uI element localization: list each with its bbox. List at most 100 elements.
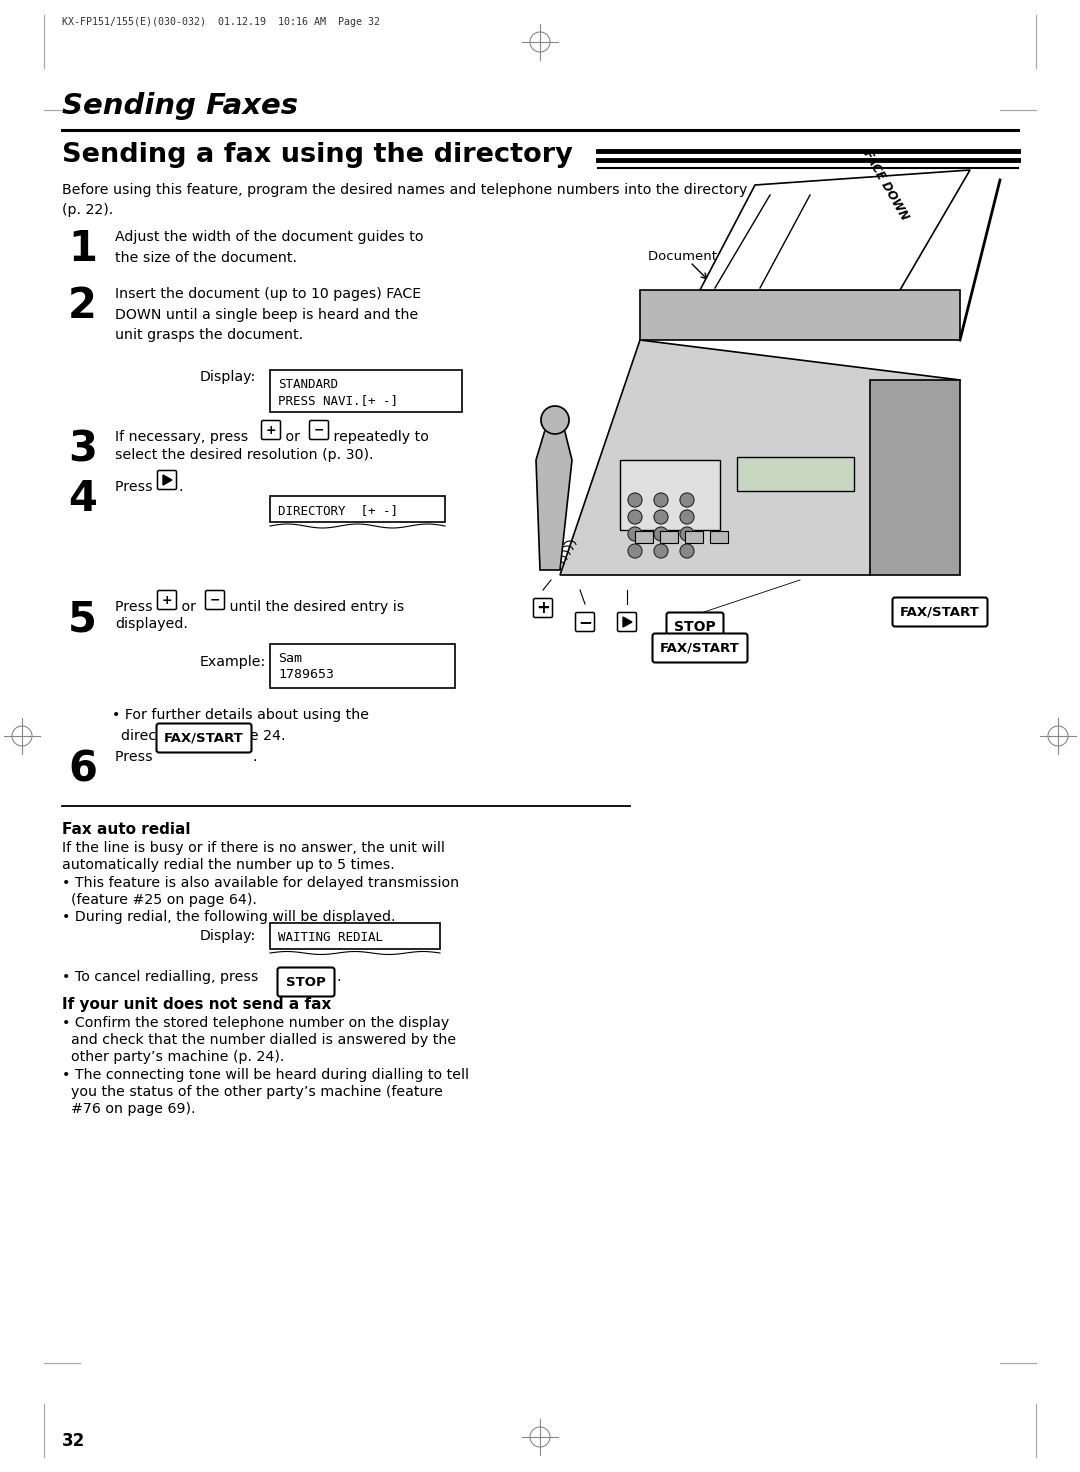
Text: Display:: Display: <box>200 369 256 384</box>
Text: Press: Press <box>114 751 157 764</box>
Text: .: . <box>336 970 340 983</box>
Text: or: or <box>177 601 201 614</box>
Text: Fax auto redial: Fax auto redial <box>62 821 190 838</box>
Polygon shape <box>536 420 572 570</box>
Text: KX-FP151/155(E)(030-032)  01.12.19  10:16 AM  Page 32: KX-FP151/155(E)(030-032) 01.12.19 10:16 … <box>62 18 380 26</box>
Polygon shape <box>870 380 960 576</box>
Text: Before using this feature, program the desired names and telephone numbers into : Before using this feature, program the d… <box>62 183 747 216</box>
FancyBboxPatch shape <box>660 531 678 543</box>
Circle shape <box>654 545 669 558</box>
Text: −: − <box>314 424 324 437</box>
Polygon shape <box>623 617 632 627</box>
Text: automatically redial the number up to 5 times.: automatically redial the number up to 5 … <box>62 858 395 871</box>
Text: and check that the number dialled is answered by the: and check that the number dialled is ans… <box>62 1033 456 1047</box>
Text: • During redial, the following will be displayed.: • During redial, the following will be d… <box>62 910 395 924</box>
Text: • For further details about using the
  directory, see page 24.: • For further details about using the di… <box>112 708 369 742</box>
Text: PRESS NAVI.[+ -]: PRESS NAVI.[+ -] <box>278 394 399 406</box>
Circle shape <box>680 509 694 524</box>
FancyBboxPatch shape <box>576 612 594 631</box>
Text: 3: 3 <box>68 428 97 470</box>
Text: WAITING REDIAL: WAITING REDIAL <box>278 930 383 944</box>
Circle shape <box>654 509 669 524</box>
Text: until the desired entry is: until the desired entry is <box>225 601 404 614</box>
FancyBboxPatch shape <box>710 531 728 543</box>
FancyBboxPatch shape <box>278 967 335 997</box>
Text: STOP: STOP <box>286 976 326 989</box>
Text: 1789653: 1789653 <box>278 668 334 682</box>
Text: Adjust the width of the document guides to
the size of the document.: Adjust the width of the document guides … <box>114 230 423 265</box>
Polygon shape <box>163 475 172 484</box>
Text: select the desired resolution (p. 30).: select the desired resolution (p. 30). <box>114 447 374 462</box>
Circle shape <box>541 406 569 434</box>
Text: #76 on page 69).: #76 on page 69). <box>62 1103 195 1116</box>
Text: Sending Faxes: Sending Faxes <box>62 91 298 121</box>
Text: .: . <box>253 751 257 764</box>
FancyBboxPatch shape <box>270 923 440 949</box>
Circle shape <box>654 527 669 542</box>
Text: FAX/START: FAX/START <box>164 732 244 745</box>
Circle shape <box>654 493 669 506</box>
Circle shape <box>627 493 642 506</box>
Polygon shape <box>640 290 960 340</box>
Text: +: + <box>266 424 276 437</box>
FancyBboxPatch shape <box>270 369 462 412</box>
Text: other party’s machine (p. 24).: other party’s machine (p. 24). <box>62 1050 284 1064</box>
Text: Press: Press <box>114 601 157 614</box>
Text: Sending a fax using the directory: Sending a fax using the directory <box>62 141 572 168</box>
Text: STANDARD: STANDARD <box>278 378 338 392</box>
Text: you the status of the other party’s machine (feature: you the status of the other party’s mach… <box>62 1085 443 1100</box>
Text: Sam: Sam <box>278 652 302 665</box>
Text: Press: Press <box>114 480 157 495</box>
Circle shape <box>627 545 642 558</box>
Text: −: − <box>578 612 592 631</box>
Text: • Confirm the stored telephone number on the display: • Confirm the stored telephone number on… <box>62 1016 449 1030</box>
FancyBboxPatch shape <box>261 421 281 440</box>
Text: Document guides: Document guides <box>648 250 766 263</box>
Text: If your unit does not send a fax: If your unit does not send a fax <box>62 997 332 1013</box>
Text: displayed.: displayed. <box>114 617 188 631</box>
FancyBboxPatch shape <box>620 459 720 530</box>
Text: Example:: Example: <box>200 655 267 668</box>
FancyBboxPatch shape <box>310 421 328 440</box>
Text: 2: 2 <box>68 286 97 327</box>
Circle shape <box>680 493 694 506</box>
Text: .: . <box>178 480 183 495</box>
Text: If necessary, press: If necessary, press <box>114 430 253 445</box>
Text: 1: 1 <box>68 228 97 269</box>
Text: −: − <box>210 593 220 606</box>
Circle shape <box>627 527 642 542</box>
Text: FAX/START: FAX/START <box>900 605 980 618</box>
Text: • To cancel redialling, press: • To cancel redialling, press <box>62 970 262 983</box>
Text: • The connecting tone will be heard during dialling to tell: • The connecting tone will be heard duri… <box>62 1069 469 1082</box>
FancyBboxPatch shape <box>158 471 176 490</box>
Text: repeatedly to: repeatedly to <box>329 430 429 445</box>
FancyBboxPatch shape <box>685 531 703 543</box>
Text: +: + <box>536 599 550 617</box>
Text: 6: 6 <box>68 748 97 790</box>
FancyBboxPatch shape <box>270 645 455 687</box>
Polygon shape <box>561 340 960 576</box>
Polygon shape <box>700 169 970 290</box>
FancyBboxPatch shape <box>158 590 176 609</box>
Text: If the line is busy or if there is no answer, the unit will: If the line is busy or if there is no an… <box>62 841 445 855</box>
Circle shape <box>680 545 694 558</box>
FancyBboxPatch shape <box>652 633 747 662</box>
Text: FACE DOWN: FACE DOWN <box>860 149 910 222</box>
Text: • This feature is also available for delayed transmission: • This feature is also available for del… <box>62 876 459 891</box>
FancyBboxPatch shape <box>635 531 653 543</box>
Text: DIRECTORY  [+ -]: DIRECTORY [+ -] <box>278 503 399 517</box>
Text: STOP: STOP <box>674 620 716 634</box>
FancyBboxPatch shape <box>157 724 252 752</box>
FancyBboxPatch shape <box>666 612 724 642</box>
Text: FAX/START: FAX/START <box>660 642 740 655</box>
Text: or: or <box>281 430 305 445</box>
Circle shape <box>680 527 694 542</box>
Text: 4: 4 <box>68 478 97 520</box>
Text: Insert the document (up to 10 pages) FACE
DOWN until a single beep is heard and : Insert the document (up to 10 pages) FAC… <box>114 287 421 342</box>
Text: +: + <box>162 593 173 606</box>
FancyBboxPatch shape <box>534 599 553 617</box>
FancyBboxPatch shape <box>892 598 987 627</box>
FancyBboxPatch shape <box>205 590 225 609</box>
Text: (feature #25 on page 64).: (feature #25 on page 64). <box>62 894 257 907</box>
Circle shape <box>627 509 642 524</box>
